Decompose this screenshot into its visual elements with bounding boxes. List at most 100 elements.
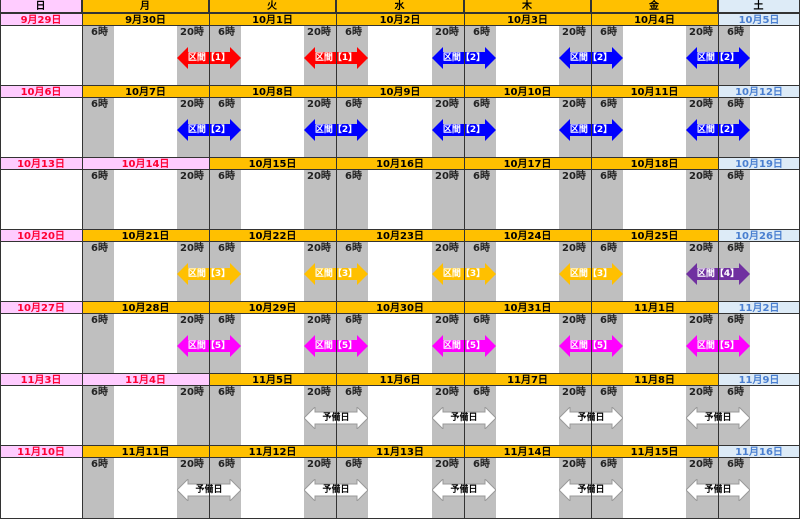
night-band (686, 170, 718, 229)
date-cell: 10月15日 (209, 157, 336, 170)
time-label-20: 20時 (435, 27, 459, 38)
time-label-6: 6時 (600, 459, 617, 470)
time-label-6: 6時 (91, 315, 108, 326)
time-label-6: 6時 (473, 315, 490, 326)
night-band (82, 458, 114, 518)
date-cell: 11月12日 (209, 445, 336, 458)
date-cell: 10月17日 (464, 157, 591, 170)
time-label-20: 20時 (435, 171, 459, 182)
date-cell: 10月26日 (718, 229, 800, 242)
arrow-label: 区間【5】 (177, 335, 241, 357)
date-cell: 10月22日 (209, 229, 336, 242)
date-cell: 10月31日 (464, 301, 591, 314)
arrow-label: 区間【3】 (432, 263, 496, 285)
date-cell: 10月28日 (82, 301, 209, 314)
time-label-20: 20時 (307, 243, 331, 254)
arrow-label: 予備日 (304, 479, 368, 501)
time-label-6: 6時 (218, 315, 235, 326)
time-label-20: 20時 (307, 387, 331, 398)
date-cell: 10月11日 (591, 85, 718, 98)
time-label-6: 6時 (218, 387, 235, 398)
night-band (209, 170, 241, 229)
date-cell: 11月11日 (82, 445, 209, 458)
time-label-6: 6時 (727, 459, 744, 470)
time-label-20: 20時 (180, 99, 204, 110)
arrow-label: 予備日 (686, 407, 750, 429)
time-label-6: 6時 (218, 171, 235, 182)
column-divider (336, 0, 337, 518)
night-band (209, 386, 241, 445)
arrow-label: 区間【5】 (432, 335, 496, 357)
date-cell: 10月30日 (336, 301, 464, 314)
night-band (464, 170, 496, 229)
column-divider (464, 0, 465, 518)
time-label-20: 20時 (689, 27, 713, 38)
date-cell: 10月8日 (209, 85, 336, 98)
column-divider (82, 0, 83, 518)
column-divider (591, 0, 592, 518)
column-divider (209, 0, 210, 518)
time-label-6: 6時 (473, 99, 490, 110)
night-band (82, 314, 114, 373)
time-label-20: 20時 (689, 459, 713, 470)
weekday-header: 月 (82, 0, 209, 13)
time-label-6: 6時 (218, 243, 235, 254)
time-label-6: 6時 (600, 315, 617, 326)
time-label-6: 6時 (727, 243, 744, 254)
arrow-label: 区間【2】 (686, 119, 750, 141)
date-cell: 10月12日 (718, 85, 800, 98)
date-cell: 11月10日 (0, 445, 82, 458)
time-label-20: 20時 (562, 171, 586, 182)
date-cell: 10月4日 (591, 13, 718, 26)
time-label-6: 6時 (91, 171, 108, 182)
column-divider (718, 0, 719, 518)
night-band (82, 26, 114, 85)
arrow-label: 区間【2】 (432, 119, 496, 141)
night-band (718, 170, 750, 229)
date-cell: 11月3日 (0, 373, 82, 386)
time-label-6: 6時 (91, 99, 108, 110)
date-cell: 10月2日 (336, 13, 464, 26)
arrow-label: 予備日 (432, 479, 496, 501)
arrow-label: 区間【2】 (559, 119, 623, 141)
date-cell: 11月14日 (464, 445, 591, 458)
arrow-label: 区間【5】 (686, 335, 750, 357)
time-label-6: 6時 (473, 459, 490, 470)
date-cell: 11月2日 (718, 301, 800, 314)
night-band (82, 170, 114, 229)
time-label-20: 20時 (562, 99, 586, 110)
arrow-label: 区間【3】 (304, 263, 368, 285)
date-cell: 11月6日 (336, 373, 464, 386)
date-cell: 10月16日 (336, 157, 464, 170)
time-label-20: 20時 (435, 99, 459, 110)
night-band (591, 170, 623, 229)
date-cell: 10月18日 (591, 157, 718, 170)
time-label-6: 6時 (727, 171, 744, 182)
date-cell: 11月5日 (209, 373, 336, 386)
time-label-6: 6時 (600, 27, 617, 38)
time-label-20: 20時 (180, 27, 204, 38)
time-label-6: 6時 (91, 459, 108, 470)
weekday-header: 日 (0, 0, 82, 13)
arrow-label: 区間【2】 (559, 47, 623, 69)
date-cell: 11月1日 (591, 301, 718, 314)
arrow-label: 区間【4】 (686, 263, 750, 285)
date-cell: 9月30日 (82, 13, 209, 26)
time-label-6: 6時 (727, 315, 744, 326)
time-label-6: 6時 (473, 243, 490, 254)
time-label-20: 20時 (689, 243, 713, 254)
date-cell: 10月20日 (0, 229, 82, 242)
time-label-6: 6時 (473, 27, 490, 38)
time-label-6: 6時 (727, 387, 744, 398)
time-label-20: 20時 (562, 387, 586, 398)
night-band (336, 170, 368, 229)
arrow-label: 区間【2】 (177, 119, 241, 141)
date-cell: 11月16日 (718, 445, 800, 458)
bottom-border (0, 518, 800, 519)
time-label-20: 20時 (562, 459, 586, 470)
time-label-6: 6時 (91, 387, 108, 398)
time-label-20: 20時 (435, 387, 459, 398)
time-label-6: 6時 (91, 27, 108, 38)
date-cell: 10月5日 (718, 13, 800, 26)
